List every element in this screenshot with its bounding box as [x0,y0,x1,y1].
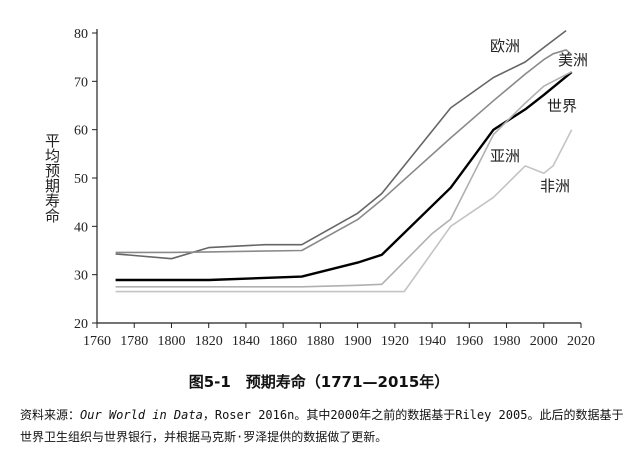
axes: 20 30 40 50 60 70 80 1760 1780 1800 1820 1840 1860 18… [43,27,595,349]
life-expectancy-chart: 20 30 40 50 60 70 80 1760 1780 1800 1820 1840 1860 18… [43,27,595,349]
series-label-3: 亚洲 [490,147,520,165]
source-note: 资料来源：Our World in Data，Roser 2016n。其中200… [20,404,632,448]
y-axis-label: 平均预期寿命 [43,133,61,223]
x-tick-label: 1800 [157,334,185,349]
source-prefix: 资料来源： [20,408,81,422]
x-tick-label: 1840 [232,334,260,349]
x-tick-label: 1860 [269,334,297,349]
x-tick-label: 1980 [493,334,521,349]
x-tick-label: 2000 [530,334,558,349]
x-tick-label: 1960 [455,334,483,349]
x-tick-label: 1820 [195,334,223,349]
series-label-1: 美洲 [558,51,588,69]
series-line-2 [115,71,573,282]
series-line-4 [115,129,573,293]
series-line-0 [115,29,567,260]
y-tick-label: 40 [74,220,88,235]
x-tick-label: 2020 [567,334,595,349]
x-tick-label: 1880 [306,334,334,349]
y-tick-label: 30 [74,269,88,284]
y-tick-label: 20 [74,317,88,332]
source-name: Our World in Data [80,408,203,422]
y-tick-label: 80 [74,27,88,42]
y-tick-label: 50 [74,172,88,187]
series-lines [115,29,573,293]
x-tick-label: 1780 [120,334,148,349]
series-line-1 [115,49,573,254]
figure-caption: 图5-1 预期寿命（1771—2015年） [188,373,450,391]
series-line-3 [115,70,573,288]
x-tick-label: 1940 [418,334,446,349]
series-label-0: 欧洲 [490,37,520,55]
series-label-2: 世界 [547,97,577,115]
y-tick-label: 70 [74,75,88,90]
source-rest: ，Roser 2016n。其中2000年之前的数据基于Riley 2005。此后… [20,408,624,444]
x-tick-label: 1900 [344,334,372,349]
series-label-4: 非洲 [540,177,570,195]
x-tick-label: 1920 [381,334,409,349]
x-tick-label: 1760 [83,334,111,349]
y-tick-label: 60 [74,124,88,139]
